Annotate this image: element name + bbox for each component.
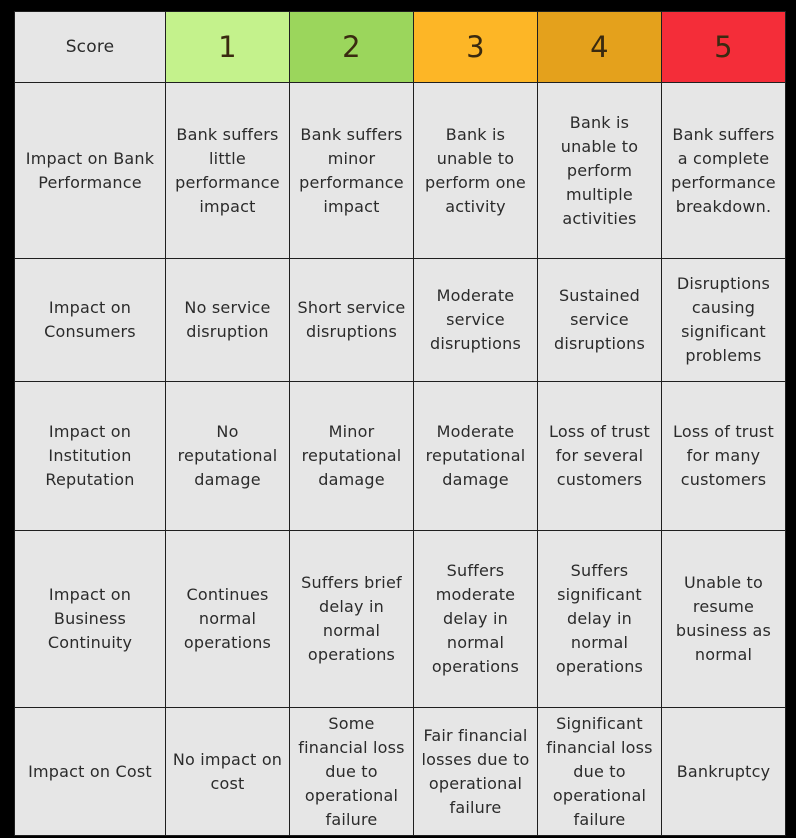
score-level-5: 5 [661,11,786,83]
cell-reputation-2: Minor reputational damage [289,381,414,531]
row-bank-performance: Impact on Bank Performance Bank suffers … [14,82,786,259]
cell-reputation-5: Loss of trust for many customers [661,381,786,531]
row-label-bank-performance: Impact on Bank Performance [14,82,166,259]
score-header-label: Score [14,11,166,83]
cell-cost-5: Bankruptcy [661,707,786,836]
cell-cost-1: No impact on cost [165,707,290,836]
row-label-cost: Impact on Cost [14,707,166,836]
score-level-2: 2 [289,11,414,83]
cell-bank-performance-4: Bank is unable to perform multiple activ… [537,82,662,259]
cell-reputation-4: Loss of trust for several customers [537,381,662,531]
cell-consumers-1: No service disruption [165,258,290,382]
cell-business-continuity-4: Suffers significant delay in normal oper… [537,530,662,708]
score-level-1: 1 [165,11,290,83]
row-label-business-continuity: Impact on Business Continuity [14,530,166,708]
cell-consumers-2: Short service disruptions [289,258,414,382]
cell-cost-4: Significant financial loss due to operat… [537,707,662,836]
cell-bank-performance-5: Bank suffers a complete performance brea… [661,82,786,259]
row-consumers: Impact on Consumers No service disruptio… [14,258,786,382]
cell-consumers-5: Disruptions causing significant problems [661,258,786,382]
cell-business-continuity-2: Suffers brief delay in normal operations [289,530,414,708]
cell-business-continuity-1: Continues normal operations [165,530,290,708]
risk-impact-matrix: Score 1 2 3 4 5 Impact on Bank Performan… [14,11,786,836]
row-label-consumers: Impact on Consumers [14,258,166,382]
score-level-3: 3 [413,11,538,83]
cell-consumers-3: Moderate service disruptions [413,258,538,382]
row-label-reputation: Impact on Institution Reputation [14,381,166,531]
cell-reputation-1: No reputational damage [165,381,290,531]
cell-cost-3: Fair financial losses due to operational… [413,707,538,836]
cell-business-continuity-3: Suffers moderate delay in normal operati… [413,530,538,708]
score-level-4: 4 [537,11,662,83]
row-business-continuity: Impact on Business Continuity Continues … [14,530,786,708]
cell-bank-performance-3: Bank is unable to perform one activity [413,82,538,259]
score-header-row: Score 1 2 3 4 5 [14,11,786,83]
cell-consumers-4: Sustained service disruptions [537,258,662,382]
cell-cost-2: Some financial loss due to operational f… [289,707,414,836]
cell-bank-performance-1: Bank suffers little performance impact [165,82,290,259]
row-cost: Impact on Cost No impact on cost Some fi… [14,707,786,836]
row-reputation: Impact on Institution Reputation No repu… [14,381,786,531]
cell-reputation-3: Moderate reputational damage [413,381,538,531]
cell-business-continuity-5: Unable to resume business as normal [661,530,786,708]
cell-bank-performance-2: Bank suffers minor performance impact [289,82,414,259]
